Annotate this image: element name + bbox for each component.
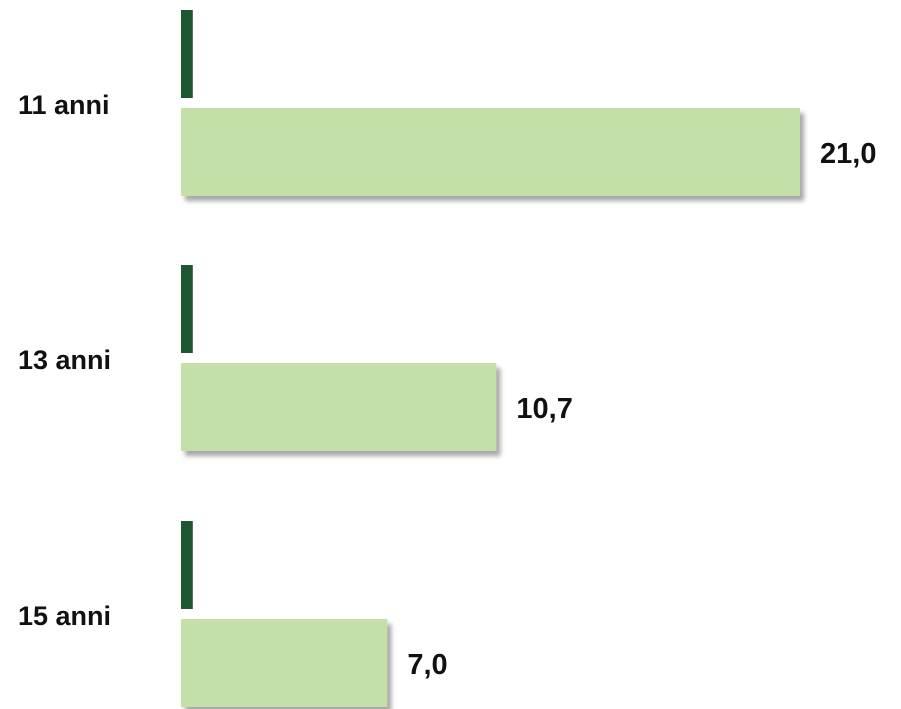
category-label-1: 11 anni xyxy=(18,90,110,120)
category-label-3: 15 anni xyxy=(18,601,111,631)
bar-light-1 xyxy=(181,108,800,196)
labels-group: 11 anni 21,0 13 anni 10,7 15 anni 7,0 xyxy=(18,90,876,681)
bar-dark-1 xyxy=(181,10,193,98)
category-label-2: 13 anni xyxy=(18,345,111,375)
bar-light-2 xyxy=(181,363,497,451)
bar-dark-2 xyxy=(181,265,193,353)
bar-light-3 xyxy=(181,619,388,707)
value-label-1: 21,0 xyxy=(820,138,876,170)
value-label-2: 10,7 xyxy=(516,393,572,425)
bar-dark-3 xyxy=(181,521,193,609)
bars-group xyxy=(181,10,800,707)
value-label-3: 7,0 xyxy=(407,649,447,681)
